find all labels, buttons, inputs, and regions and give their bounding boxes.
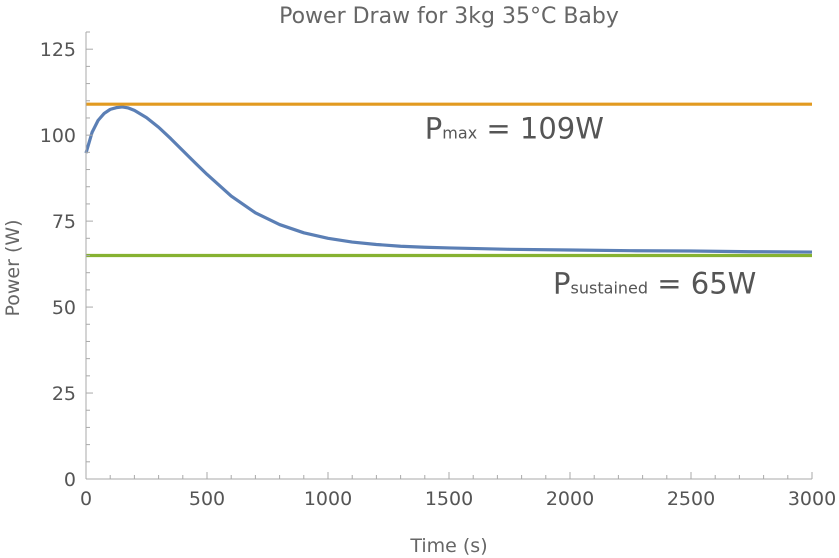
x-tick-label: 2000 <box>546 488 594 510</box>
x-tick-label: 1000 <box>304 488 352 510</box>
y-tick-label: 0 <box>64 469 76 491</box>
annotation-sub: sustained <box>571 278 648 297</box>
plot-area: 0 500 1000 1500 2000 2500 3000 0 25 50 75 100 125 Pm… <box>40 31 836 510</box>
chart-title: Power Draw for 3kg 35°C Baby <box>279 4 619 29</box>
x-axis-label: Time (s) <box>409 535 487 557</box>
y-axis-label: Power (W) <box>2 219 24 316</box>
y-tick-label: 75 <box>52 211 76 233</box>
ticks-layer: 0 500 1000 1500 2000 2500 3000 0 25 50 75 100 125 <box>40 31 836 510</box>
x-tick-label: 1500 <box>425 488 473 510</box>
annotation-main: P <box>425 112 443 146</box>
annotation-value: = 109W <box>477 112 604 146</box>
annotation-value: = 65W <box>648 266 756 300</box>
y-tick-label: 100 <box>40 125 76 147</box>
x-tick-label: 3000 <box>788 488 836 510</box>
y-tick-label: 50 <box>52 297 76 319</box>
series-layer <box>84 102 813 258</box>
y-tick-label: 25 <box>52 383 76 405</box>
annotation-main: P <box>553 266 571 300</box>
y-tick-label: 125 <box>40 39 76 61</box>
x-tick-label: 2500 <box>667 488 715 510</box>
annotation-sub: max <box>442 124 477 143</box>
annotation-0: Pmax = 109W <box>425 112 604 146</box>
series-line-0 <box>84 105 813 254</box>
annotation-1: Psustained = 65W <box>553 266 756 300</box>
x-tick-label: 500 <box>189 488 225 510</box>
x-tick-label: 0 <box>80 488 92 510</box>
